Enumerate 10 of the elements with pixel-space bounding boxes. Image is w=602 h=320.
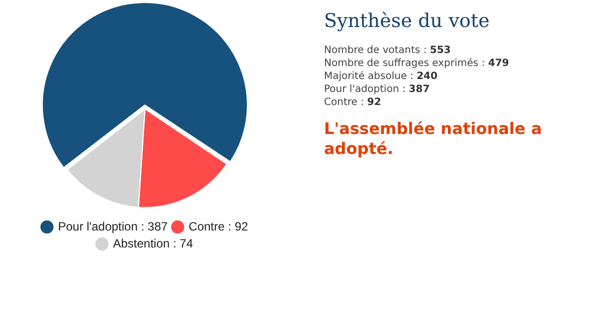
- text: L'assemblée nationale a adopté.: [324, 119, 543, 159]
- text: Nombre de suffrages exprimés : 479: [324, 57, 510, 70]
- text: Majorité absolue : 240: [324, 70, 438, 83]
- text: Pour l'adoption : 387: [324, 83, 431, 96]
- legend-label: Pour l'adoption : 387: [58, 219, 168, 234]
- text: Synthèse du vote: [324, 10, 491, 32]
- legend-label: Contre : 92: [188, 219, 248, 234]
- text: Nombre de votants : 553: [324, 44, 452, 57]
- text: Contre : 92: [324, 96, 382, 109]
- legend-label: Abstention : 74: [112, 236, 194, 250]
